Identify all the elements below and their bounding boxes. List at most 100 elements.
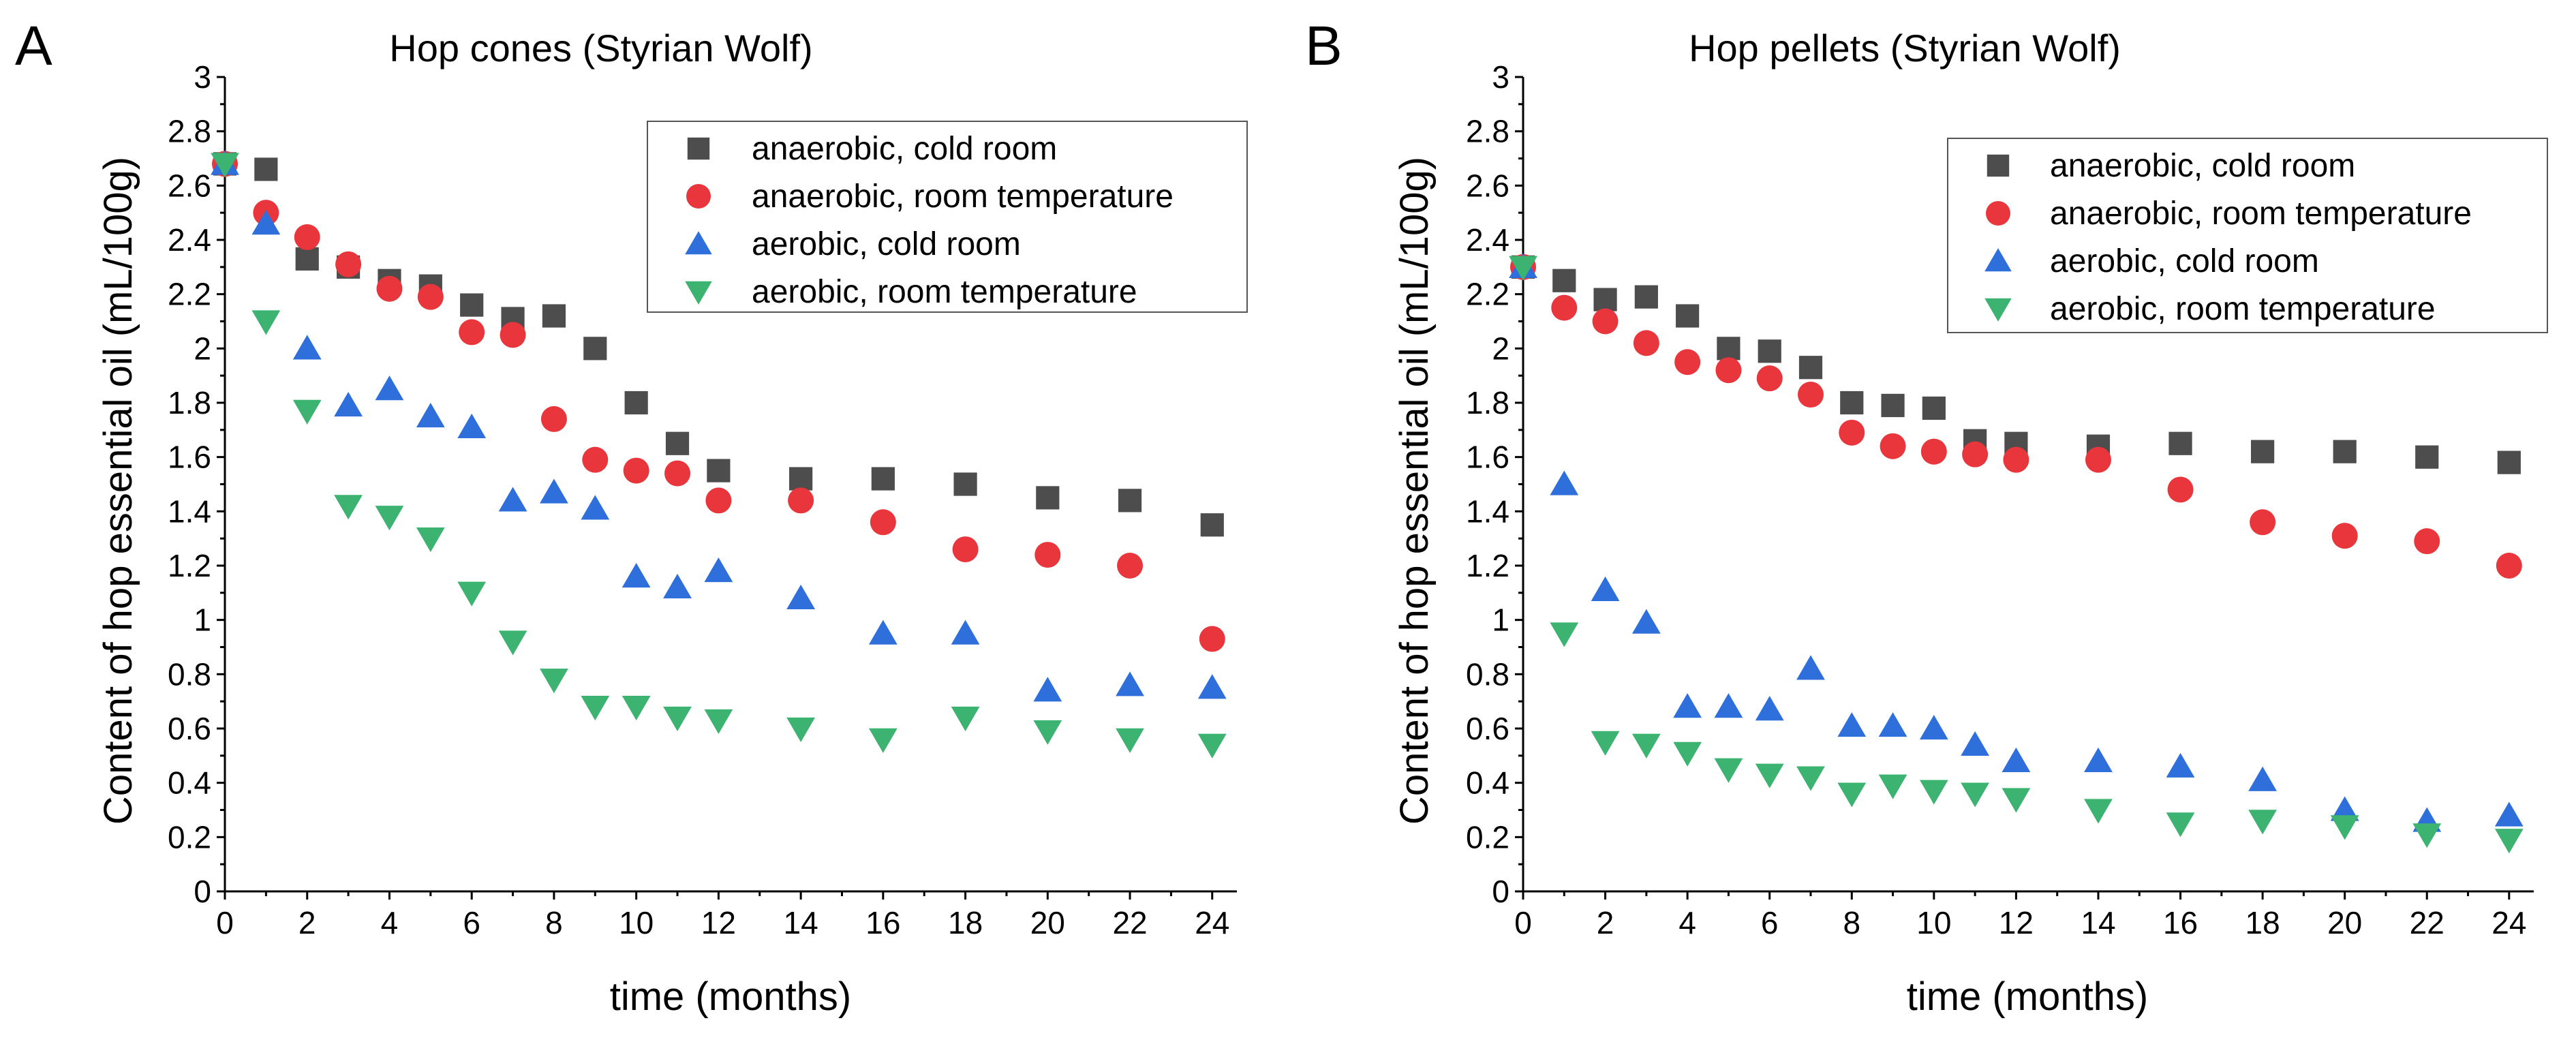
y-tick-label: 0	[1492, 874, 1509, 909]
y-tick-label: 1.6	[168, 440, 211, 475]
x-tick-label: 20	[1030, 905, 1065, 940]
data-point	[1591, 576, 1620, 601]
data-point	[583, 337, 607, 361]
data-point	[1509, 256, 1537, 281]
data-point	[2333, 440, 2357, 463]
legend-box-b	[1947, 138, 2548, 333]
legend-entry-a-3: aerobic, room temperature	[685, 274, 1137, 310]
y-tick-label: 0	[194, 874, 211, 909]
data-point	[1631, 733, 1661, 758]
data-point	[1714, 693, 1743, 718]
data-point	[623, 457, 649, 484]
data-point	[582, 446, 609, 473]
data-point	[1919, 780, 1948, 805]
data-point	[292, 335, 322, 360]
x-tick-label: 2	[298, 905, 316, 940]
data-point	[1631, 609, 1661, 634]
data-point	[1033, 720, 1062, 745]
data-point	[335, 251, 362, 277]
y-tick-label: 2.4	[1466, 222, 1509, 258]
data-point	[2166, 812, 2195, 838]
legend-symbol	[685, 281, 712, 305]
data-point	[2166, 752, 2195, 778]
x-tick-label: 16	[2163, 905, 2198, 940]
data-point	[1756, 365, 1783, 392]
data-point	[2002, 747, 2031, 772]
data-point	[1674, 349, 1701, 376]
legend-symbol	[685, 231, 712, 255]
data-point	[1197, 733, 1227, 758]
data-points-a	[211, 150, 1227, 758]
data-point	[542, 304, 566, 328]
data-point	[1755, 696, 1784, 721]
legend-entry-a-1: anaerobic, room temperature	[686, 179, 1174, 215]
data-point	[2003, 446, 2029, 473]
y-tick-label: 0.4	[168, 765, 211, 801]
data-point	[211, 153, 239, 178]
x-tick-label: 18	[948, 905, 983, 940]
data-point	[2330, 796, 2359, 821]
data-point	[1878, 712, 1907, 737]
data-point	[870, 509, 896, 536]
x-tick-label: 14	[2081, 905, 2115, 940]
x-tick-label: 16	[865, 905, 900, 940]
x-axis-label-b: time (months)	[1907, 975, 2149, 1019]
data-point	[375, 506, 404, 531]
x-tick-label: 10	[1916, 905, 1951, 940]
y-tick-label: 0.6	[1466, 711, 1509, 746]
y-tick-label: 0.6	[168, 711, 211, 746]
data-point	[786, 584, 816, 609]
x-axis-label-a: time (months)	[610, 975, 852, 1019]
x-tick-label: 24	[2491, 905, 2526, 940]
data-point	[498, 630, 527, 656]
y-tick-label: 1.4	[1466, 493, 1509, 529]
data-point	[1837, 782, 1867, 808]
data-point	[705, 487, 732, 514]
y-tick-label: 3	[1492, 59, 1509, 95]
data-point	[581, 695, 610, 721]
data-point	[2497, 450, 2521, 474]
data-point	[376, 275, 403, 302]
y-tick-label: 1.2	[168, 548, 211, 583]
data-point	[498, 487, 527, 512]
legend-entry-b-1: anaerobic, room temperature	[1986, 196, 2472, 232]
legend-label-a-1: anaerobic, room temperature	[752, 179, 1174, 215]
panel-letter-a: A	[15, 15, 52, 77]
data-point	[1118, 489, 1142, 512]
legend-marker-circle	[1986, 201, 2010, 226]
legend-entry-b-0: anaerobic, cold room	[1987, 148, 2355, 184]
legend-a: anaerobic, cold room anaerobic, room tem…	[647, 121, 1248, 313]
data-point	[460, 293, 484, 317]
data-point	[2331, 523, 2358, 549]
ticks-b: 0 0.2 0.4 0.6 0.8 1 1.2 1.4 1.6 1.8 2 2.2 2.4 2.6 2.8 3…	[1466, 59, 2534, 940]
data-point	[2085, 446, 2111, 473]
legend-label-b-1: anaerobic, room temperature	[2050, 196, 2472, 232]
x-tick-label: 18	[2245, 905, 2280, 940]
data-point	[292, 399, 322, 425]
legend-symbol	[1984, 248, 2012, 272]
data-point	[1880, 433, 1906, 459]
x-tick-label: 0	[1514, 905, 1532, 940]
data-point	[1593, 288, 1617, 311]
data-point	[1200, 513, 1224, 537]
data-point	[2330, 815, 2359, 840]
x-tick-label: 6	[1761, 905, 1779, 940]
data-point	[500, 322, 526, 348]
x-tick-label: 24	[1195, 905, 1229, 940]
legend-symbol	[687, 137, 710, 160]
legend-symbol	[686, 184, 711, 209]
data-point	[868, 619, 898, 645]
data-point	[1633, 330, 1659, 356]
data-point	[540, 478, 568, 504]
y-tick-label: 2.6	[1466, 168, 1509, 203]
data-point	[2248, 766, 2278, 791]
legend-marker-triangle-up	[685, 231, 712, 255]
data-point	[540, 405, 567, 432]
y-tick-label: 0.2	[1466, 819, 1509, 855]
data-point	[1961, 731, 1990, 756]
legend-box-a	[647, 121, 1248, 313]
data-point	[1550, 470, 1579, 495]
data-point	[1839, 419, 1865, 446]
y-tick-label: 2.8	[168, 114, 211, 149]
